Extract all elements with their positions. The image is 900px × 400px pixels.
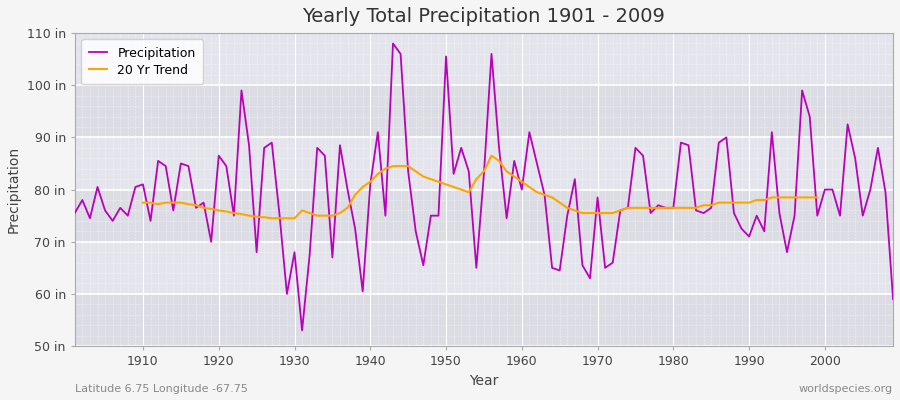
20 Yr Trend (138, 200, 148, 205)
X-axis label: Year: Year (469, 374, 499, 388)
20 Yr Trend (623, 206, 634, 210)
Bar (75, 190, 893, 242)
Precipitation (388, 41, 399, 46)
Bar (75, 85, 893, 138)
Precipitation (623, 206, 634, 210)
Precipitation (130, 184, 140, 189)
Precipitation (69, 211, 80, 216)
Precipitation (297, 328, 308, 333)
20 Yr Trend (796, 195, 807, 200)
20 Yr Trend (350, 192, 361, 197)
Precipitation (532, 161, 543, 166)
Precipitation (887, 297, 898, 302)
Legend: Precipitation, 20 Yr Trend: Precipitation, 20 Yr Trend (81, 39, 203, 84)
20 Yr Trend (812, 195, 823, 200)
Line: 20 Yr Trend: 20 Yr Trend (143, 156, 817, 218)
Line: Precipitation: Precipitation (75, 44, 893, 330)
Precipitation (304, 252, 315, 257)
Bar (75, 242, 893, 294)
Bar (75, 294, 893, 346)
Precipitation (350, 226, 361, 231)
Y-axis label: Precipitation: Precipitation (7, 146, 21, 233)
20 Yr Trend (486, 153, 497, 158)
20 Yr Trend (714, 200, 724, 205)
Bar (75, 33, 893, 85)
Bar (75, 138, 893, 190)
20 Yr Trend (266, 216, 277, 221)
Text: worldspecies.org: worldspecies.org (799, 384, 893, 394)
Title: Yearly Total Precipitation 1901 - 2009: Yearly Total Precipitation 1901 - 2009 (302, 7, 665, 26)
20 Yr Trend (229, 211, 239, 216)
Text: Latitude 6.75 Longitude -67.75: Latitude 6.75 Longitude -67.75 (75, 384, 248, 394)
20 Yr Trend (728, 200, 739, 205)
Precipitation (524, 130, 535, 134)
